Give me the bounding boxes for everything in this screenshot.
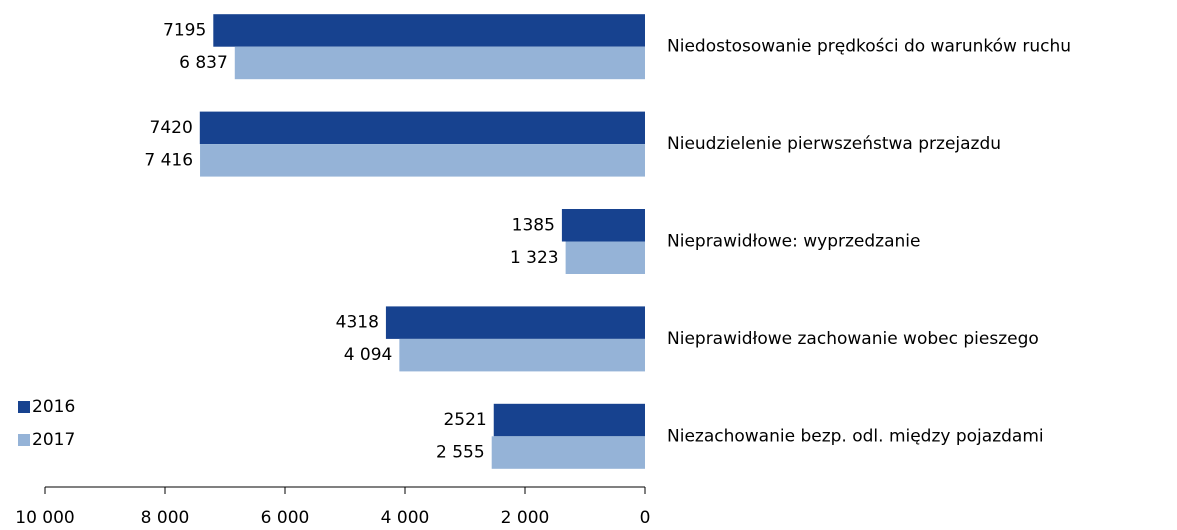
category-label: Nieudzielenie pierwszeństwa przejazdu <box>667 134 1001 154</box>
value-label: 2 555 <box>436 443 485 463</box>
value-label: 7195 <box>163 20 206 40</box>
bar <box>565 241 645 274</box>
value-label: 1385 <box>512 215 555 235</box>
bar <box>200 144 646 177</box>
legend-swatch <box>18 434 30 446</box>
value-label: 1 323 <box>510 248 559 268</box>
category-label: Nieprawidłowe: wyprzedzanie <box>667 232 920 252</box>
legend-label: 2017 <box>32 430 75 450</box>
category-label: Niezachowanie bezp. odl. między pojazdam… <box>667 426 1044 446</box>
value-label: 4 094 <box>344 345 393 365</box>
legend-swatch <box>18 401 30 413</box>
bar <box>561 209 645 242</box>
value-label: 4318 <box>336 313 379 333</box>
bar <box>493 403 645 437</box>
x-tick-label: 2 000 <box>501 508 550 528</box>
x-tick-label: 6 000 <box>261 508 310 528</box>
bar <box>234 46 645 80</box>
bar <box>385 306 645 339</box>
value-label: 2521 <box>443 410 486 430</box>
value-label: 7 416 <box>144 150 193 170</box>
value-label: 7420 <box>150 118 193 138</box>
x-tick-label: 8 000 <box>141 508 190 528</box>
category-label: Niedostosowanie prędkości do warunków ru… <box>667 37 1071 57</box>
bar <box>213 14 646 47</box>
bar <box>491 436 645 469</box>
value-label: 6 837 <box>179 53 228 73</box>
x-tick-label: 4 000 <box>381 508 430 528</box>
bar <box>399 338 645 372</box>
bar <box>199 111 646 145</box>
category-label: Nieprawidłowe zachowanie wobec pieszego <box>667 329 1039 349</box>
legend-label: 2016 <box>32 397 75 417</box>
x-tick-label: 0 <box>640 508 651 528</box>
x-tick-label: 10 000 <box>15 508 74 528</box>
